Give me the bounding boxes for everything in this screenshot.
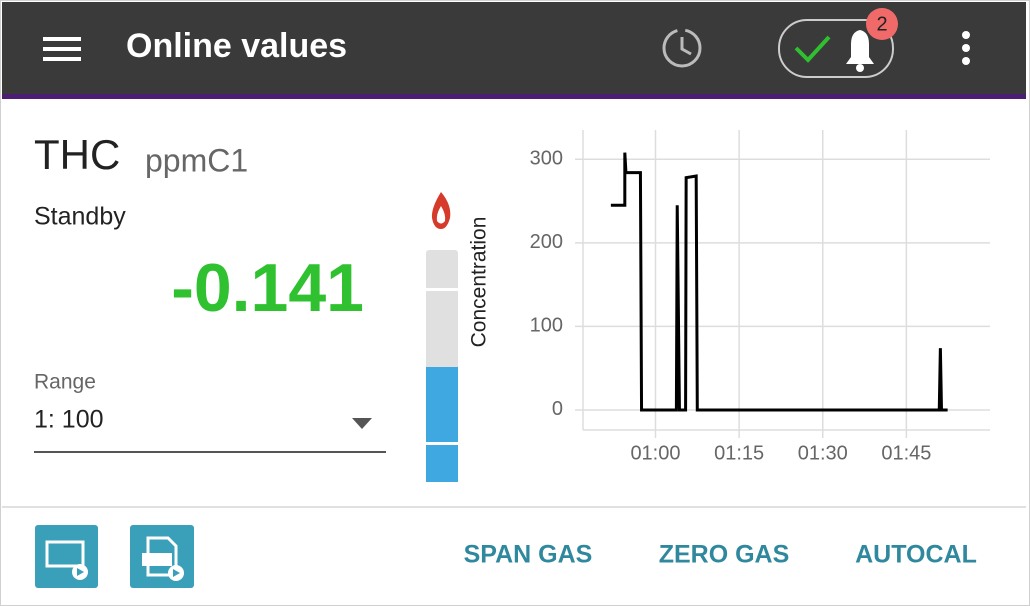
- y-tick-label: 100: [530, 315, 563, 337]
- x-tick-label: 01:45: [881, 442, 931, 464]
- action-button[interactable]: AUTOCAL: [855, 541, 977, 569]
- history-button[interactable]: [662, 28, 702, 68]
- page-title: Online values: [126, 27, 347, 65]
- more-button[interactable]: [962, 31, 970, 65]
- range-label: Range: [34, 371, 96, 394]
- status: Standby: [34, 203, 126, 231]
- component-unit: ppmC1: [145, 142, 248, 178]
- divider: [2, 506, 1026, 508]
- range-value: 1: 100: [34, 406, 104, 434]
- trend-chart: 0 100 200 300 01:00 01:15 01:30 01:45: [530, 130, 990, 464]
- x-tick-label: 01:00: [630, 442, 680, 464]
- y-tick-label: 200: [530, 231, 563, 253]
- action-button[interactable]: ZERO GAS: [659, 541, 790, 569]
- flame-icon: [431, 192, 451, 229]
- gauge-label: Concentration: [468, 217, 491, 348]
- measurement-view-button[interactable]: [35, 525, 98, 588]
- y-tick-label: 0: [552, 398, 563, 420]
- notification-badge: 2: [876, 13, 887, 35]
- app-bar-accent: [2, 94, 1026, 99]
- notifications-button[interactable]: 2: [778, 8, 898, 78]
- range-select[interactable]: 1: 100: [34, 406, 386, 453]
- data-line: [610, 152, 948, 412]
- log-button[interactable]: [130, 525, 194, 588]
- measured-value: -0.141: [171, 250, 364, 326]
- x-tick-label: 01:15: [714, 442, 764, 464]
- y-tick-label: 300: [530, 148, 563, 170]
- component-name: THC: [34, 131, 120, 178]
- menu-button[interactable]: [43, 37, 81, 61]
- gauge: [426, 250, 458, 482]
- action-button[interactable]: SPAN GAS: [464, 541, 593, 569]
- x-tick-label: 01:30: [798, 442, 848, 464]
